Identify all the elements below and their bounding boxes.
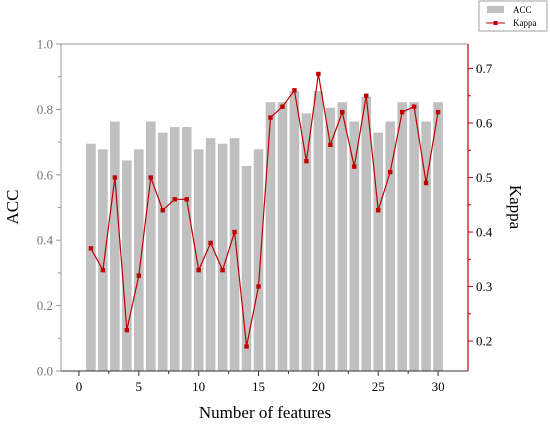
y-right-tick-label-4: 0.6 (476, 116, 493, 131)
kappa-point-3 (112, 175, 118, 180)
kappa-point-27 (399, 109, 405, 115)
acc-bar-15 (253, 149, 264, 371)
acc-bar-29 (421, 121, 431, 371)
acc-bar-14 (241, 165, 252, 371)
kappa-point-15 (256, 284, 261, 289)
y-left-tick-label-5: 1.0 (37, 37, 53, 52)
y-right-tick-label-3: 0.5 (476, 170, 492, 185)
kappa-point-7 (160, 208, 165, 213)
acc-bar-26 (385, 121, 395, 371)
kappa-point-20 (316, 71, 321, 77)
kappa-point-2 (100, 267, 106, 273)
kappa-point-9 (184, 197, 189, 202)
kappa-point-17 (280, 104, 285, 109)
legend-kappa-marker (493, 21, 498, 25)
x-tick-label-0: 0 (76, 379, 83, 394)
y-right-tick-label-1: 0.3 (476, 279, 492, 294)
acc-bar-22 (337, 102, 348, 372)
y-right-tick-label-5: 0.7 (476, 61, 493, 76)
acc-bar-1 (86, 143, 96, 371)
kappa-point-10 (196, 267, 201, 273)
axes: 0.0 0.2 0.4 0.6 0.8 1.0 0.2 0.3 0.4 0.5 0.6 0.7 0 5 10… (37, 37, 493, 395)
acc-bars (86, 91, 443, 372)
acc-bar-18 (289, 91, 300, 371)
x-tick-label-2: 10 (192, 379, 205, 394)
kappa-point-26 (387, 169, 393, 175)
y-left-tick-label-1: 0.2 (37, 298, 53, 313)
kappa-point-13 (232, 229, 237, 235)
acc-bar-25 (373, 132, 384, 371)
kappa-point-23 (352, 164, 357, 169)
legend: ACC Kappa (478, 0, 548, 32)
kappa-point-14 (244, 344, 249, 349)
acc-bar-11 (205, 138, 216, 371)
kappa-point-22 (340, 109, 345, 115)
x-tick-label-6: 30 (432, 379, 445, 394)
acc-bar-6 (145, 121, 156, 371)
kappa-point-30 (435, 109, 441, 115)
legend-acc-swatch (487, 6, 504, 13)
kappa-point-21 (328, 142, 333, 148)
acc-bar-5 (134, 149, 144, 371)
acc-bar-3 (110, 121, 120, 371)
x-tick-label-4: 20 (312, 379, 325, 394)
kappa-point-16 (268, 115, 273, 120)
legend-kappa-label: Kappa (513, 18, 537, 28)
acc-bar-17 (277, 102, 288, 372)
kappa-line (90, 73, 439, 347)
acc-bar-19 (301, 113, 312, 371)
acc-bar-10 (193, 149, 204, 371)
y-left-tick-label-0: 0.0 (37, 364, 53, 379)
y-right-tick-label-0: 0.2 (476, 334, 492, 349)
x-axis-label: Number of features (199, 403, 331, 422)
kappa-point-19 (304, 158, 309, 164)
kappa-point-5 (136, 273, 142, 278)
x-tick-label-5: 25 (372, 379, 385, 394)
kappa-point-11 (208, 240, 213, 246)
kappa-point-18 (292, 88, 297, 93)
acc-bar-9 (181, 127, 192, 371)
acc-bar-24 (361, 96, 372, 372)
acc-bar-30 (433, 102, 443, 372)
y-left-tick-label-4: 0.8 (37, 102, 53, 117)
acc-bar-21 (325, 107, 336, 371)
kappa-point-4 (124, 327, 130, 333)
kappa-point-24 (364, 93, 369, 98)
kappa-point-1 (88, 246, 94, 251)
acc-bar-16 (265, 102, 276, 372)
kappa-point-25 (376, 208, 381, 213)
kappa-point-12 (220, 267, 225, 273)
acc-bar-12 (217, 143, 228, 371)
y-axis-left-label: ACC (3, 190, 22, 225)
acc-bar-8 (169, 127, 180, 371)
kappa-point-29 (423, 180, 429, 186)
y-left-tick-label-2: 0.4 (37, 233, 54, 248)
acc-bar-20 (313, 91, 324, 371)
acc-bar-27 (397, 102, 407, 372)
acc-bar-7 (157, 132, 168, 371)
acc-bar-23 (349, 121, 360, 371)
acc-bar-13 (229, 138, 240, 371)
axis-labels: Number of features ACC Kappa (3, 185, 525, 422)
y-axis-right-label: Kappa (506, 185, 525, 230)
x-tick-label-3: 15 (252, 379, 265, 394)
legend-acc-label: ACC (513, 5, 532, 15)
kappa-line-group (88, 71, 441, 349)
kappa-point-28 (411, 104, 417, 109)
acc-bar-2 (98, 149, 108, 371)
y-left-tick-label-3: 0.6 (37, 167, 54, 182)
acc-bar-28 (409, 102, 419, 372)
y-right-tick-label-2: 0.4 (476, 225, 493, 240)
x-tick-label-1: 5 (136, 379, 143, 394)
kappa-point-8 (172, 197, 177, 202)
acc-bar-4 (122, 160, 132, 371)
kappa-point-6 (148, 175, 153, 180)
